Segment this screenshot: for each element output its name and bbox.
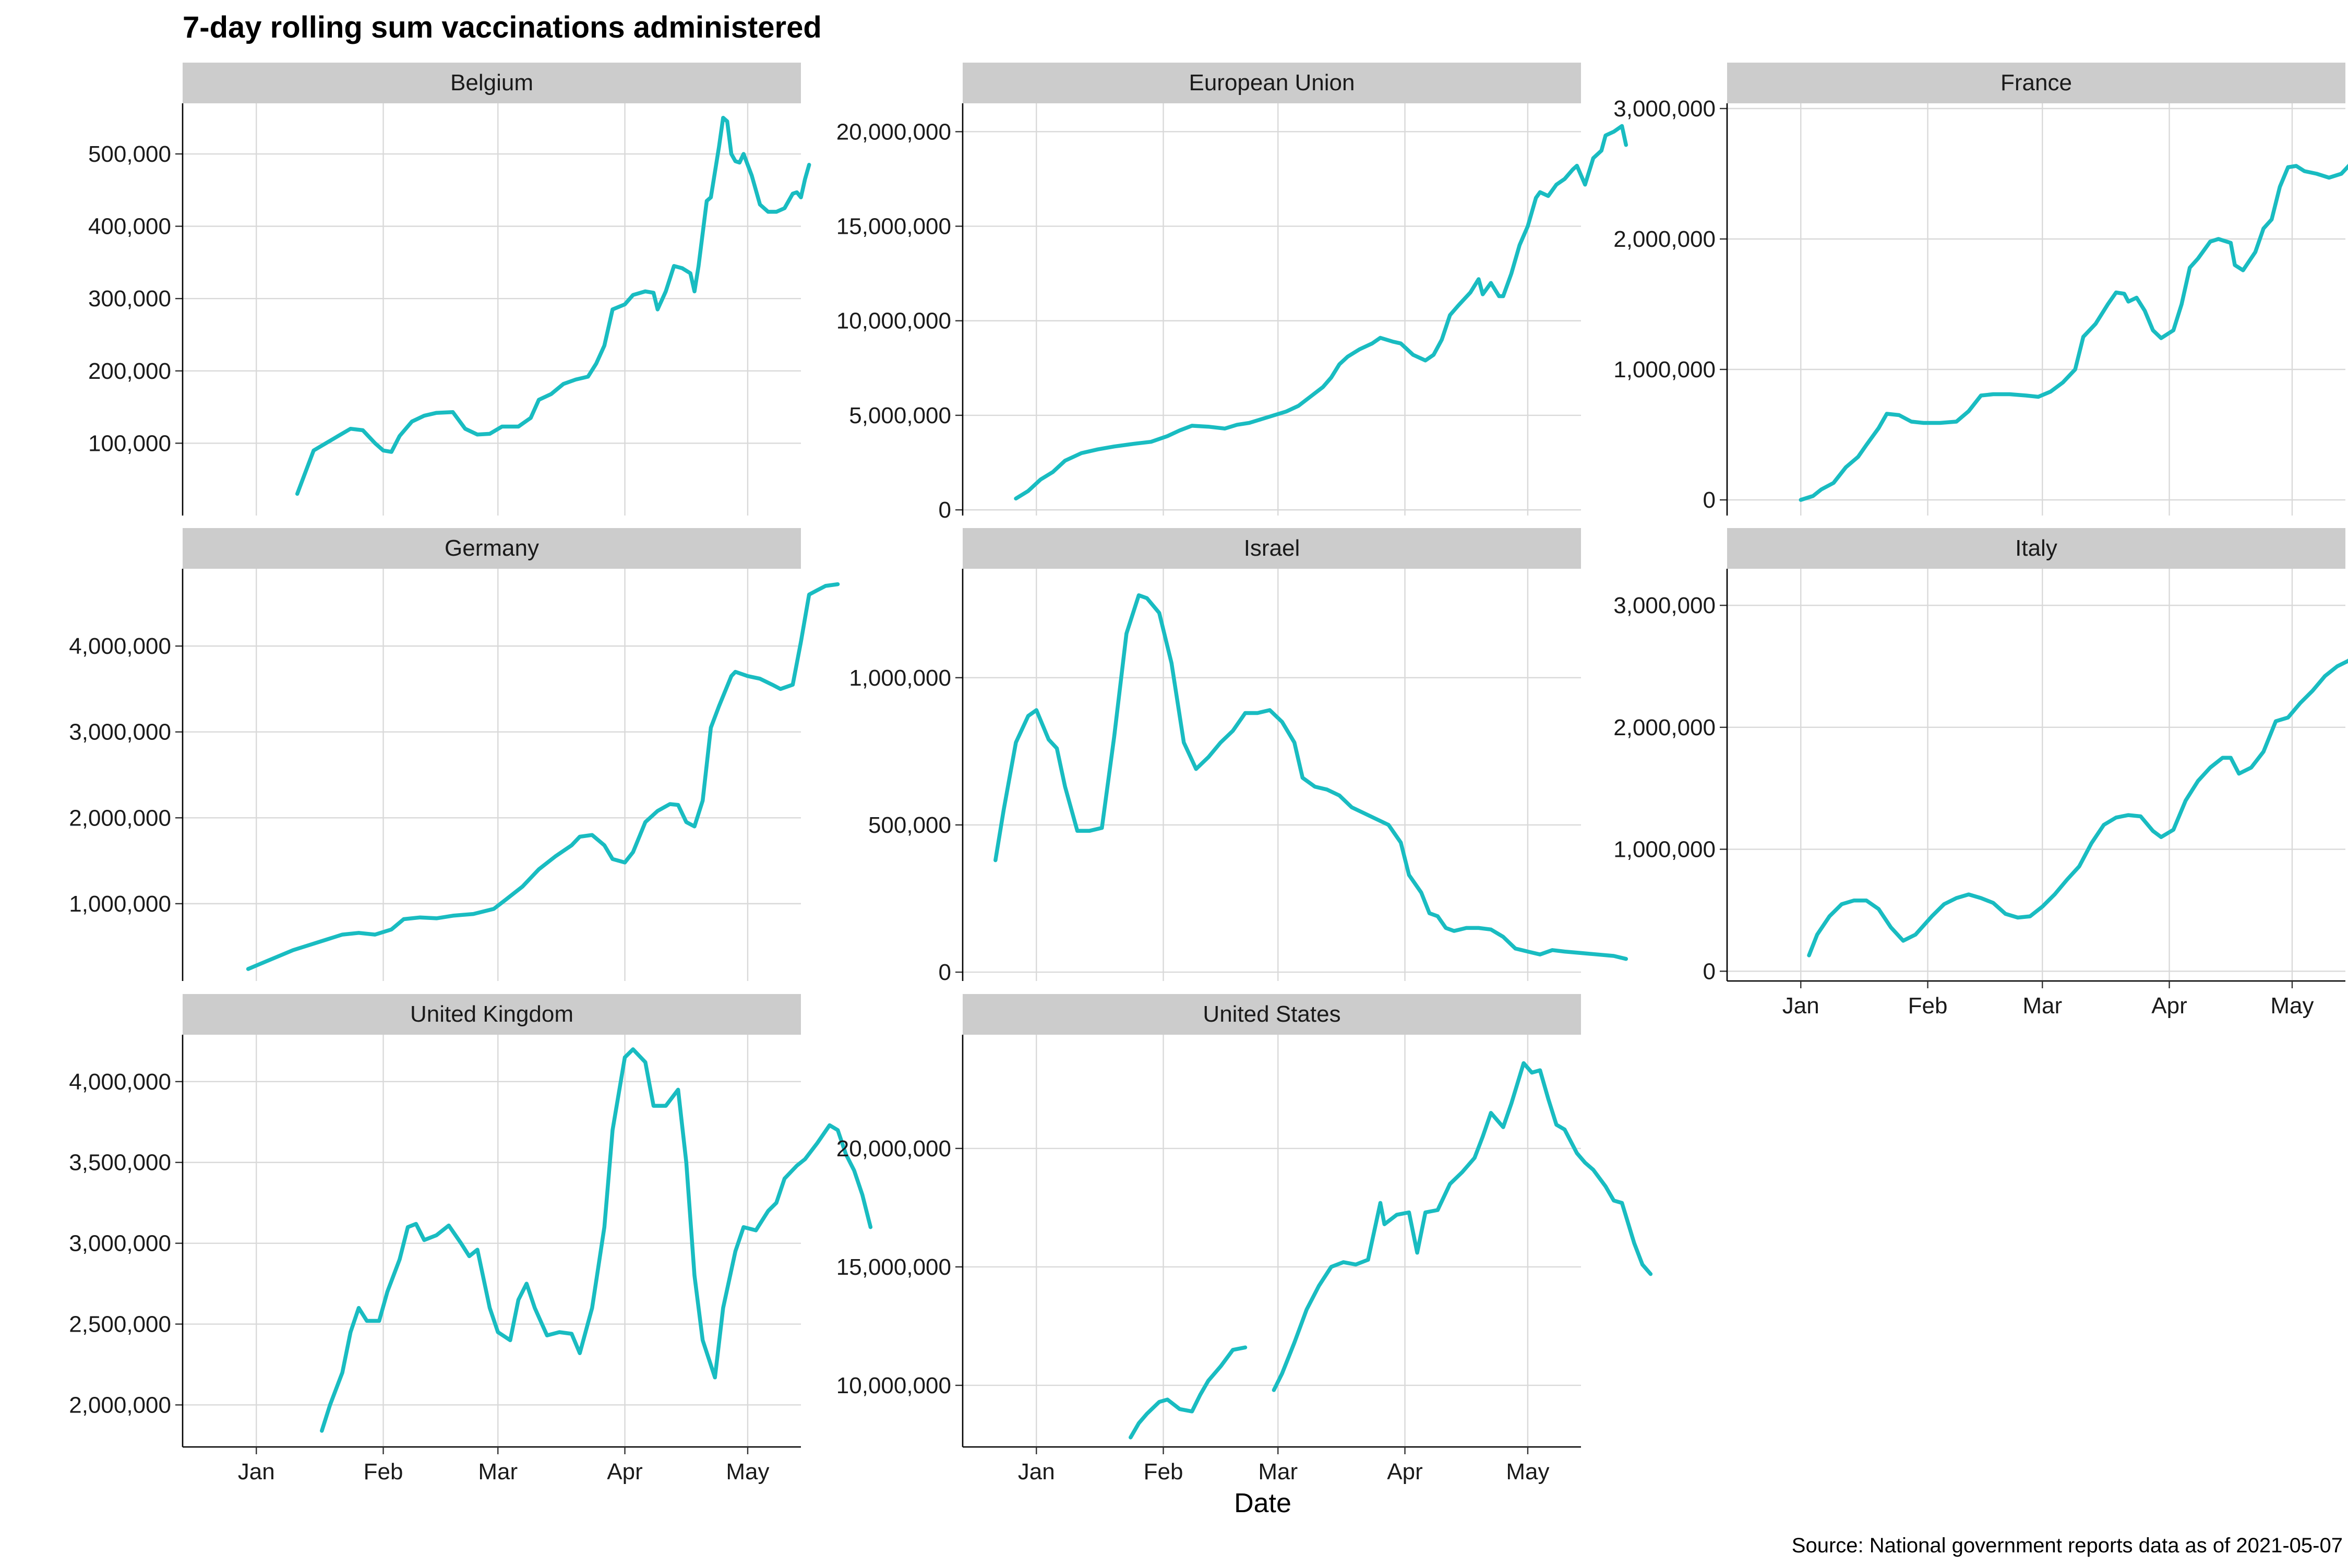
y-tick-label: 5,000,000 <box>849 403 951 428</box>
y-tick-label: 20,000,000 <box>836 1136 951 1162</box>
y-tick-label: 100,000 <box>88 430 171 456</box>
y-tick-label: 0 <box>939 960 951 985</box>
x-tick-label: Feb <box>1908 993 1948 1019</box>
x-tick-label: Jan <box>1018 1459 1055 1485</box>
series-line-italy <box>1807 658 2348 957</box>
facet-united-states: United States 10,000,000 15,000,000 20,000,… <box>836 994 1653 1485</box>
facet-title: Italy <box>2015 535 2057 561</box>
x-tick-label: May <box>1506 1459 1549 1485</box>
x-tick-label: Mar <box>1258 1459 1298 1485</box>
x-tick-label: Mar <box>2022 993 2062 1019</box>
y-tick-label: 2,000,000 <box>69 1392 171 1418</box>
series-line-european-union <box>1014 124 1628 501</box>
x-tick-label: Feb <box>1144 1459 1183 1485</box>
y-tick-label: 3,000,000 <box>69 720 171 745</box>
series-line-united-kingdom <box>320 1047 873 1433</box>
y-tick-label: 200,000 <box>88 358 171 384</box>
facet-title: Belgium <box>450 70 533 95</box>
facet-panels: Belgium 100,000 200,000 300,000 400,000 500,0… <box>69 63 2348 1485</box>
y-tick-label: 500,000 <box>88 141 171 167</box>
y-tick-label: 10,000,000 <box>836 1373 951 1398</box>
facet-belgium: Belgium 100,000 200,000 300,000 400,000 500,0… <box>88 63 811 516</box>
x-tick-label: Apr <box>2151 993 2187 1019</box>
y-tick-label: 300,000 <box>88 286 171 312</box>
y-tick-label: 4,000,000 <box>69 1069 171 1095</box>
facet-france: France 0 1,000,000 2,000,000 3,000,000 <box>1613 63 2348 516</box>
facet-european-union: European Union 0 5,000,000 10,000,000 15,000… <box>836 63 1628 523</box>
facet-united-kingdom: United Kingdom 2,000,000 2,500,000 3,000,00… <box>69 994 873 1485</box>
y-tick-label: 2,000,000 <box>69 805 171 831</box>
series-line-israel <box>993 593 1628 961</box>
series-line-germany <box>246 582 840 971</box>
y-tick-label: 2,000,000 <box>1613 226 1716 252</box>
x-tick-label: Mar <box>478 1459 518 1485</box>
facet-title: Germany <box>445 535 539 561</box>
y-tick-label: 500,000 <box>868 812 951 838</box>
facet-strip <box>183 63 801 103</box>
facet-title: European Union <box>1189 70 1355 95</box>
facet-strip <box>183 528 801 569</box>
y-tick-label: 3,000,000 <box>1613 593 1716 618</box>
facet-strip <box>963 528 1581 569</box>
facet-strip <box>1727 528 2345 569</box>
facet-germany: Germany 1,000,000 2,000,000 3,000,000 4,000,… <box>69 528 840 981</box>
facet-strip <box>963 994 1581 1035</box>
x-tick-label: Jan <box>238 1459 275 1485</box>
y-tick-label: 1,000,000 <box>849 665 951 691</box>
x-tick-label: Feb <box>364 1459 403 1485</box>
y-tick-label: 3,000,000 <box>69 1231 171 1256</box>
y-tick-label: 10,000,000 <box>836 308 951 334</box>
series-line-united-states <box>1129 1345 1248 1440</box>
facet-strip <box>183 994 801 1035</box>
series-line-france <box>1799 163 2348 502</box>
facet-italy: Italy 0 1,000,000 2,000,000 3,000,000 Jan Feb M… <box>1613 528 2348 1019</box>
y-tick-label: 1,000,000 <box>1613 357 1716 382</box>
x-axis-label: Date <box>1234 1488 1291 1518</box>
y-tick-label: 1,000,000 <box>1613 837 1716 863</box>
y-tick-label: 2,500,000 <box>69 1312 171 1337</box>
y-tick-label: 15,000,000 <box>836 1254 951 1280</box>
x-tick-label: Apr <box>607 1459 642 1485</box>
facet-title: United Kingdom <box>410 1001 573 1027</box>
facet-israel: Israel 0 500,000 1,000,000 <box>849 528 1628 985</box>
facet-title: France <box>2000 70 2072 95</box>
chart-caption: Source: National government reports data… <box>1792 1534 2343 1557</box>
y-tick-label: 1,000,000 <box>69 891 171 917</box>
series-line-united-states <box>1272 1061 1653 1392</box>
y-tick-label: 15,000,000 <box>836 214 951 240</box>
y-tick-label: 3,500,000 <box>69 1150 171 1176</box>
chart-title: 7-day rolling sum vaccinations administe… <box>183 10 822 44</box>
y-tick-label: 400,000 <box>88 214 171 240</box>
y-tick-label: 0 <box>1703 959 1716 984</box>
x-tick-label: Jan <box>1782 993 1819 1019</box>
x-tick-label: May <box>2270 993 2314 1019</box>
y-tick-label: 3,000,000 <box>1613 96 1716 122</box>
y-tick-label: 4,000,000 <box>69 633 171 659</box>
y-tick-label: 20,000,000 <box>836 119 951 145</box>
y-tick-label: 2,000,000 <box>1613 715 1716 740</box>
facet-title: United States <box>1203 1001 1340 1027</box>
facet-strip <box>1727 63 2345 103</box>
y-tick-label: 0 <box>939 497 951 523</box>
x-tick-label: Apr <box>1387 1459 1422 1485</box>
y-tick-label: 0 <box>1703 487 1716 513</box>
x-tick-label: May <box>726 1459 769 1485</box>
series-line-belgium <box>295 115 811 496</box>
facet-strip <box>963 63 1581 103</box>
facet-title: Israel <box>1244 535 1300 561</box>
